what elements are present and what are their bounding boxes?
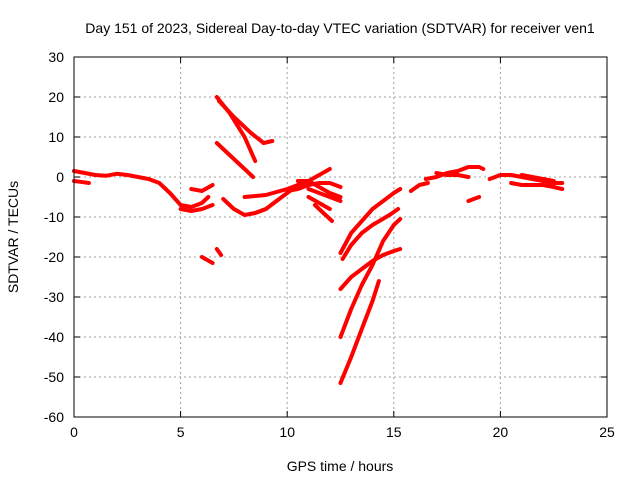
series-arc6 (214, 247, 224, 257)
x-tick-label: 20 (493, 424, 509, 440)
series-arc10 (214, 141, 256, 179)
series-arc3 (189, 183, 215, 193)
x-tick-label: 25 (599, 424, 615, 440)
y-tick-label: 10 (48, 129, 64, 145)
series-arc9 (261, 139, 275, 145)
chart-title: Day 151 of 2023, Sidereal Day-to-day VTE… (85, 20, 595, 36)
y-tick-label: 30 (48, 49, 64, 65)
x-axis-label: GPS time / hours (287, 458, 394, 474)
series-arc27 (466, 195, 482, 203)
x-tick-label: 15 (386, 424, 402, 440)
series-arc4 (178, 203, 215, 213)
y-tick-label: 20 (48, 89, 64, 105)
y-tick-label: -30 (44, 289, 64, 305)
series-arc22 (338, 217, 403, 339)
series-arc24 (408, 181, 430, 193)
y-tick-label: -50 (44, 369, 64, 385)
plot-frame (73, 56, 608, 418)
y-tick-label: -20 (44, 249, 64, 265)
series-arc30 (519, 173, 556, 183)
series-arc5 (199, 255, 215, 265)
series-arc26 (434, 171, 471, 179)
x-tick-label: 0 (70, 424, 78, 440)
series-arc15 (295, 179, 343, 199)
series-arc23 (338, 279, 381, 385)
series-arc29 (509, 181, 565, 191)
grid-layer (74, 57, 607, 417)
series-arc18 (312, 203, 334, 223)
y-tick-label: -60 (44, 409, 64, 425)
x-tick-label: 10 (279, 424, 295, 440)
y-tick-label: -10 (44, 209, 64, 225)
series-arc19 (338, 187, 403, 255)
x-tick-label: 5 (177, 424, 185, 440)
series-arc8 (217, 99, 266, 145)
data-layer (72, 95, 565, 385)
series-arc17 (306, 195, 332, 211)
axis-layer: 0 5 10 15 20 25 -60 -50 -40 -30 -20 -10 0 10 20 30 (44, 49, 615, 440)
series-arc25 (423, 165, 486, 181)
series-arc16 (306, 187, 343, 203)
series-arc2 (72, 179, 91, 185)
y-axis-label: SDTVAR / TECUs (5, 181, 21, 293)
series-arc1 (72, 169, 211, 209)
series-arc20 (340, 207, 401, 261)
y-tick-label: 0 (56, 169, 64, 185)
y-tick-label: -40 (44, 329, 64, 345)
